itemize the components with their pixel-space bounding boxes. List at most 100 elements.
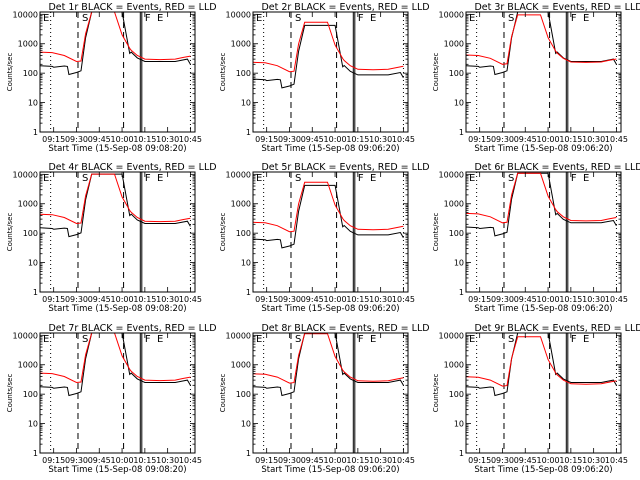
panel-title: Det 7r BLACK = Events, RED = LLD: [48, 323, 216, 334]
lld-series-line: [40, 333, 191, 384]
y-tick-label: 1000: [18, 200, 38, 209]
chart-panel-2: Det 2r BLACK = Events, RED = LLD 1 10 100 10…: [219, 2, 430, 154]
x-axis-label: Start Time (15-Sep-08 09:08:20): [48, 144, 186, 154]
x-tick-label: 10:15: [346, 295, 369, 304]
plot-frame: [465, 11, 622, 133]
event-marker: E: [469, 173, 475, 184]
y-tick-label: 1: [33, 449, 38, 458]
y-tick-label: 10: [454, 99, 464, 108]
x-tick-label: 10:00: [324, 135, 347, 144]
event-marker: F: [571, 173, 577, 184]
x-axis-label: Start Time (15-Sep-08 09:06:20): [474, 144, 612, 154]
event-marker: S: [295, 173, 301, 184]
event-marker: S: [295, 334, 301, 345]
event-marker: S: [82, 173, 88, 184]
event-marker: E: [583, 334, 589, 345]
y-tick-label: 10: [241, 99, 251, 108]
event-marker: E: [157, 334, 163, 345]
event-marker: F: [358, 173, 364, 184]
x-tick-label: 09:45: [514, 135, 537, 144]
x-tick-label: 09:15: [42, 295, 65, 304]
lld-series-line: [466, 172, 617, 224]
plot-frame: [39, 11, 196, 133]
y-tick-label: 10000: [13, 10, 38, 19]
x-tick-label: 09:30: [278, 295, 301, 304]
x-tick-label: 10:15: [559, 456, 582, 465]
x-tick-label: 09:30: [65, 135, 88, 144]
event-marker: F: [145, 334, 151, 345]
event-marker: E: [583, 173, 589, 184]
y-tick-label: 100: [236, 229, 251, 238]
y-tick-label: 10: [28, 99, 38, 108]
x-tick-label: 10:30: [156, 135, 179, 144]
x-axis-label: Start Time (15-Sep-08 09:06:20): [261, 465, 399, 475]
lld-series-line: [253, 181, 404, 233]
event-marker: F: [571, 334, 577, 345]
x-tick-label: 10:45: [392, 295, 415, 304]
events-series-line: [466, 12, 617, 76]
lld-series-line: [466, 336, 617, 387]
x-tick-label: 10:00: [111, 295, 134, 304]
chart-panel-7: Det 7r BLACK = Events, RED = LLD 1 10 100 10…: [6, 323, 217, 475]
plot-frame: [252, 171, 409, 293]
x-tick-label: 10:45: [179, 295, 202, 304]
x-tick-label: 09:30: [491, 456, 514, 465]
events-series-line: [466, 172, 617, 237]
x-tick-label: 09:45: [301, 135, 324, 144]
y-tick-label: 100: [23, 229, 38, 238]
x-tick-label: 10:00: [111, 456, 134, 465]
event-marker: F: [571, 13, 577, 24]
event-marker: E: [157, 13, 163, 24]
event-marker: E: [256, 173, 262, 184]
x-tick-label: 09:15: [255, 456, 278, 465]
y-tick-label: 10000: [13, 170, 38, 179]
y-tick-label: 1000: [444, 200, 464, 209]
panel-title: Det 5r BLACK = Events, RED = LLD: [261, 162, 429, 173]
x-axis-label: Start Time (15-Sep-08 09:06:20): [261, 304, 399, 314]
y-tick-label: 1: [246, 288, 251, 297]
panel-title: Det 1r BLACK = Events, RED = LLD: [48, 2, 216, 13]
x-tick-label: 09:15: [42, 135, 65, 144]
event-marker: E: [43, 173, 49, 184]
event-marker: S: [508, 173, 514, 184]
event-marker: E: [370, 173, 376, 184]
y-tick-label: 10000: [439, 170, 464, 179]
x-tick-label: 09:45: [88, 456, 111, 465]
event-marker: S: [508, 13, 514, 24]
y-tick-label: 1000: [231, 361, 251, 370]
y-tick-label: 1000: [444, 361, 464, 370]
x-tick-label: 10:15: [559, 295, 582, 304]
event-marker: F: [358, 334, 364, 345]
y-tick-label: 10: [454, 259, 464, 268]
plot-frame: [252, 332, 409, 454]
x-axis-label: Start Time (15-Sep-08 09:06:20): [474, 304, 612, 314]
x-tick-label: 10:30: [369, 456, 392, 465]
x-tick-label: 10:30: [369, 135, 392, 144]
x-tick-label: 10:30: [156, 295, 179, 304]
y-tick-label: 100: [449, 229, 464, 238]
event-marker: F: [145, 13, 151, 24]
panel-title: Det 8r BLACK = Events, RED = LLD: [261, 323, 429, 334]
y-tick-label: 10000: [226, 331, 251, 340]
y-tick-label: 10: [28, 259, 38, 268]
event-marker: E: [43, 13, 49, 24]
y-tick-label: 10000: [226, 170, 251, 179]
y-tick-label: 10: [28, 420, 38, 429]
y-tick-label: 1: [459, 288, 464, 297]
y-tick-label: 10000: [439, 10, 464, 19]
y-tick-label: 1: [459, 449, 464, 458]
x-tick-label: 09:30: [65, 295, 88, 304]
y-tick-label: 100: [236, 69, 251, 78]
events-series-line: [40, 333, 191, 397]
chart-panel-4: Det 4r BLACK = Events, RED = LLD 1 10 100 10…: [6, 162, 217, 314]
y-axis-label: Counts/sec: [6, 213, 14, 252]
x-tick-label: 10:45: [605, 295, 628, 304]
x-tick-label: 10:45: [179, 135, 202, 144]
x-tick-label: 09:30: [278, 456, 301, 465]
x-tick-label: 10:15: [133, 295, 156, 304]
y-tick-label: 100: [449, 390, 464, 399]
x-tick-label: 10:45: [605, 135, 628, 144]
plot-frame: [39, 332, 196, 454]
y-tick-label: 1000: [18, 361, 38, 370]
x-tick-label: 09:15: [255, 135, 278, 144]
